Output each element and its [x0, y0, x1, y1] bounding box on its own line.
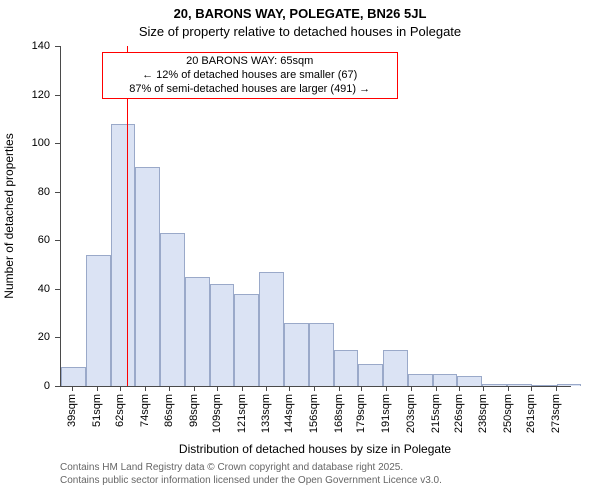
callout-line-2: ← 12% of detached houses are smaller (67…	[109, 69, 391, 83]
x-tick-mark	[314, 386, 315, 391]
x-tick-mark	[361, 386, 362, 391]
x-tick-label: 156sqm	[308, 394, 320, 433]
x-tick-label: 226sqm	[453, 394, 465, 433]
histogram-bar	[160, 233, 185, 386]
y-tick-mark	[55, 192, 60, 193]
histogram-bar	[259, 272, 284, 386]
histogram-bar	[557, 384, 582, 386]
x-tick-mark	[266, 386, 267, 391]
histogram-bar	[284, 323, 309, 386]
histogram-bar	[334, 350, 359, 386]
x-tick-mark	[120, 386, 121, 391]
y-tick-label: 140	[0, 40, 50, 52]
x-tick-label: 215sqm	[430, 394, 442, 433]
x-tick-mark	[97, 386, 98, 391]
x-tick-mark	[411, 386, 412, 391]
x-tick-mark	[72, 386, 73, 391]
histogram-bar	[383, 350, 408, 386]
callout-box: 20 BARONS WAY: 65sqm ← 12% of detached h…	[102, 52, 398, 99]
histogram-bar	[482, 384, 507, 386]
histogram-bar	[532, 385, 557, 386]
x-tick-label: 273sqm	[550, 394, 562, 433]
x-tick-label: 203sqm	[405, 394, 417, 433]
x-tick-mark	[459, 386, 460, 391]
histogram-bar	[457, 376, 482, 386]
figure: 20, BARONS WAY, POLEGATE, BN26 5JL Size …	[0, 0, 600, 500]
x-tick-label: 121sqm	[236, 394, 248, 433]
y-tick-label: 120	[0, 89, 50, 101]
y-tick-mark	[55, 240, 60, 241]
x-tick-mark	[531, 386, 532, 391]
x-tick-label: 39sqm	[66, 394, 78, 427]
histogram-bar	[111, 124, 136, 386]
histogram-bar	[433, 374, 458, 386]
histogram-bar	[408, 374, 433, 386]
y-tick-mark	[55, 46, 60, 47]
x-tick-label: 261sqm	[525, 394, 537, 433]
histogram-bar	[358, 364, 383, 386]
x-tick-mark	[194, 386, 195, 391]
histogram-bar	[135, 167, 160, 386]
title-subtitle: Size of property relative to detached ho…	[0, 24, 600, 39]
histogram-bar	[507, 384, 532, 386]
x-tick-mark	[242, 386, 243, 391]
x-tick-label: 62sqm	[114, 394, 126, 427]
x-tick-label: 51sqm	[91, 394, 103, 427]
title-address: 20, BARONS WAY, POLEGATE, BN26 5JL	[0, 6, 600, 21]
x-tick-label: 133sqm	[260, 394, 272, 433]
x-tick-mark	[483, 386, 484, 391]
attribution: Contains HM Land Registry data © Crown c…	[60, 462, 442, 487]
y-tick-mark	[55, 143, 60, 144]
x-tick-label: 238sqm	[477, 394, 489, 433]
x-tick-mark	[217, 386, 218, 391]
y-tick-mark	[55, 95, 60, 96]
x-tick-mark	[436, 386, 437, 391]
y-tick-mark	[55, 386, 60, 387]
callout-line-1: 20 BARONS WAY: 65sqm	[109, 55, 391, 69]
plot-area: 20 BARONS WAY: 65sqm ← 12% of detached h…	[60, 46, 571, 387]
x-tick-label: 74sqm	[139, 394, 151, 427]
attribution-line-1: Contains HM Land Registry data © Crown c…	[60, 462, 442, 475]
histogram-bar	[86, 255, 111, 386]
histogram-bar	[210, 284, 235, 386]
x-tick-label: 109sqm	[211, 394, 223, 433]
x-tick-mark	[145, 386, 146, 391]
histogram-bar	[234, 294, 259, 386]
y-tick-label: 20	[0, 331, 50, 343]
callout-line-3: 87% of semi-detached houses are larger (…	[109, 83, 391, 97]
x-tick-mark	[339, 386, 340, 391]
y-tick-mark	[55, 337, 60, 338]
y-tick-mark	[55, 289, 60, 290]
histogram-bar	[61, 367, 86, 386]
x-tick-label: 250sqm	[502, 394, 514, 433]
x-axis-label: Distribution of detached houses by size …	[60, 442, 570, 456]
x-tick-label: 144sqm	[283, 394, 295, 433]
x-tick-mark	[386, 386, 387, 391]
x-tick-mark	[289, 386, 290, 391]
x-tick-mark	[508, 386, 509, 391]
histogram-bar	[185, 277, 210, 386]
x-tick-label: 191sqm	[380, 394, 392, 433]
x-tick-mark	[556, 386, 557, 391]
x-tick-label: 179sqm	[355, 394, 367, 433]
y-axis-label: Number of detached properties	[2, 133, 16, 298]
y-tick-label: 0	[0, 380, 50, 392]
histogram-bar	[309, 323, 334, 386]
attribution-line-2: Contains public sector information licen…	[60, 475, 442, 488]
x-tick-label: 98sqm	[188, 394, 200, 427]
x-tick-mark	[169, 386, 170, 391]
x-tick-label: 86sqm	[163, 394, 175, 427]
x-tick-label: 168sqm	[333, 394, 345, 433]
